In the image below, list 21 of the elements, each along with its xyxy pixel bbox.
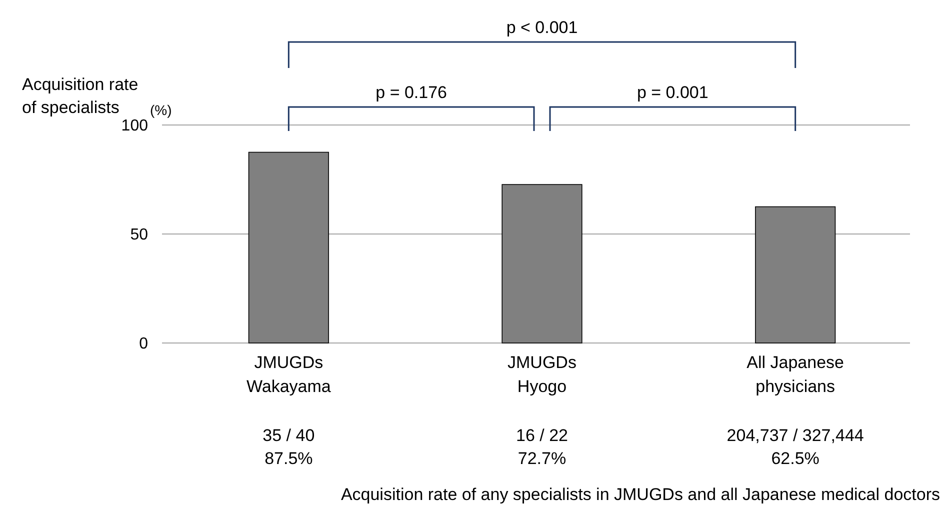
text: Acquisition rate of any specialists in JMUGDs and all Japanese medical doctors bbox=[340, 485, 940, 504]
bar bbox=[248, 152, 329, 344]
data-label: 62.5% bbox=[771, 449, 820, 468]
data-label: 72.7% bbox=[518, 449, 566, 468]
y-tick-label: 50 bbox=[130, 226, 148, 244]
text: 204,737 / 327,444 bbox=[726, 426, 864, 445]
y-axis-title: Acquisition rate of specialists bbox=[22, 75, 138, 117]
x-tick-label: JMUGDs Wakayama bbox=[246, 353, 332, 396]
bar bbox=[502, 184, 582, 344]
y-tick-label: 100 bbox=[121, 118, 148, 135]
x-tick-label: All Japanese physicians bbox=[746, 353, 844, 396]
text: p = 0.176 bbox=[376, 83, 448, 102]
text: 35 / 40 bbox=[262, 426, 315, 445]
text: p < 0.001 bbox=[506, 18, 578, 37]
text: 16 / 22 bbox=[516, 426, 568, 445]
x-tick-label: JMUGDs Hyogo bbox=[508, 353, 576, 396]
data-label: 87.5% bbox=[264, 449, 313, 468]
text: (%) bbox=[150, 102, 172, 118]
bar bbox=[755, 206, 836, 344]
y-tick-label: 0 bbox=[139, 336, 148, 353]
text: p = 0.001 bbox=[636, 83, 708, 102]
